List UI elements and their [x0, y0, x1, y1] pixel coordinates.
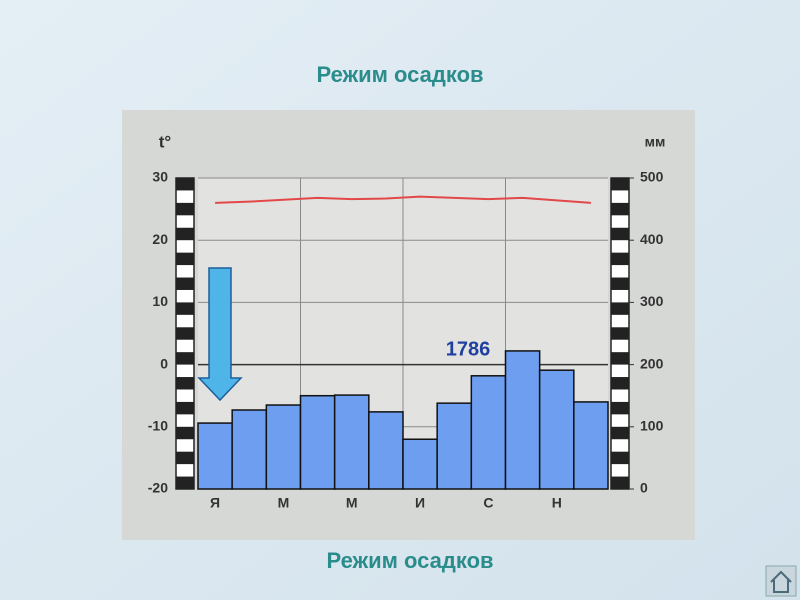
- y2-tick-label: 400: [640, 231, 664, 247]
- precipitation-bar: [299, 394, 336, 490]
- y2-tick-label: 500: [640, 169, 664, 185]
- precipitation-bar: [368, 411, 404, 490]
- y2-tick-label: 300: [640, 293, 664, 309]
- scale-stripe: [611, 352, 629, 365]
- x-tick-label: М: [346, 495, 358, 511]
- scale-stripe: [176, 178, 194, 191]
- y-tick-label: -10: [148, 418, 168, 434]
- scale-stripe: [611, 302, 629, 315]
- home-button[interactable]: [765, 565, 797, 597]
- annotation: 1786: [446, 338, 491, 360]
- scale-stripe: [176, 302, 194, 315]
- y2-tick-label: 0: [640, 480, 648, 496]
- scale-stripe: [176, 401, 194, 415]
- scale-stripe: [176, 426, 194, 440]
- scale-stripe: [611, 252, 629, 266]
- y2-axis-label: мм: [645, 134, 666, 150]
- y-tick-label: 20: [152, 231, 168, 247]
- scale-stripe: [611, 277, 629, 290]
- scale-stripe: [611, 327, 629, 340]
- scale-stripe: [611, 202, 629, 216]
- x-tick-label: С: [483, 495, 493, 511]
- scale-stripe: [176, 451, 194, 465]
- scale-stripe: [176, 202, 194, 216]
- scale-stripe: [611, 476, 629, 489]
- x-tick-label: Я: [210, 495, 220, 511]
- scale-stripe: [176, 277, 194, 290]
- precipitation-bar: [538, 369, 575, 490]
- precipitation-bar: [504, 350, 541, 490]
- y-tick-label: 30: [152, 169, 168, 185]
- x-tick-label: Н: [552, 495, 562, 511]
- scale-stripe: [611, 426, 629, 440]
- scale-stripe: [176, 377, 194, 390]
- scale-stripe: [176, 327, 194, 340]
- y2-tick-label: 100: [640, 418, 664, 434]
- scale-stripe: [176, 352, 194, 365]
- y2-tick-label: 200: [640, 355, 664, 371]
- x-tick-label: М: [278, 495, 290, 511]
- y-tick-label: 0: [160, 355, 168, 371]
- arrow: [197, 267, 243, 402]
- scale-stripe: [611, 227, 629, 241]
- precipitation-bar: [573, 401, 609, 490]
- y-axis-label: t°: [159, 132, 172, 151]
- scale-stripe: [176, 476, 194, 489]
- home-icon: [770, 570, 792, 593]
- scale-stripe: [611, 178, 629, 191]
- precipitation-bar: [197, 422, 233, 490]
- scale-stripe: [176, 227, 194, 241]
- precipitation-bar: [402, 438, 438, 490]
- y-tick-label: -20: [148, 480, 168, 496]
- scale-stripe: [176, 252, 194, 266]
- y-tick-label: 10: [152, 293, 168, 309]
- caption: Режим осадков: [326, 548, 493, 573]
- precipitation-bar: [333, 394, 370, 490]
- chart-title: Режим осадков: [316, 62, 483, 87]
- precipitation-bar: [265, 404, 302, 490]
- precipitation-bar: [231, 409, 268, 490]
- scale-stripe: [611, 377, 629, 390]
- temperature-line: [215, 195, 591, 204]
- precipitation-bar: [436, 402, 473, 490]
- x-tick-label: И: [415, 495, 425, 511]
- scale-stripe: [611, 451, 629, 465]
- scale-stripe: [611, 401, 629, 415]
- precipitation-bar: [470, 375, 507, 490]
